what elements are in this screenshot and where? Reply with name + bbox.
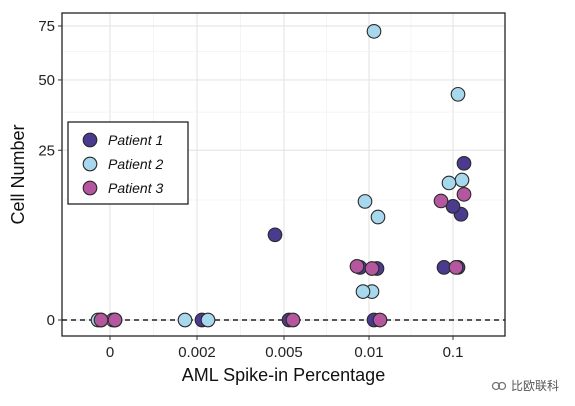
- legend-label: Patient 1: [108, 132, 163, 148]
- point-patient-3: [285, 312, 301, 328]
- legend-label: Patient 2: [108, 156, 163, 172]
- x-tick-label: 0.005: [265, 344, 303, 361]
- y-tick-label: 0: [47, 312, 55, 329]
- x-tick-label: 0.1: [443, 344, 464, 361]
- y-axis-title: Cell Number: [8, 124, 28, 224]
- legend-key: [82, 132, 98, 148]
- point-patient-3: [372, 312, 388, 328]
- point-patient-1: [445, 199, 461, 214]
- legend-label: Patient 3: [108, 180, 163, 196]
- point-patient-3: [107, 312, 123, 328]
- point-patient-3: [433, 193, 449, 209]
- legend-key: [82, 180, 98, 196]
- point-patient-2: [366, 23, 382, 39]
- y-tick-label: 50: [38, 72, 55, 89]
- point-patient-2: [200, 312, 216, 328]
- watermark-text: 比欧联科: [510, 379, 559, 393]
- point-patient-2: [355, 284, 371, 299]
- point-patient-2: [357, 194, 373, 209]
- x-tick-label: 0.002: [178, 344, 216, 361]
- point-patient-1: [267, 227, 283, 243]
- watermark-logo-icon: [491, 381, 507, 390]
- point-patient-3: [448, 260, 464, 275]
- x-tick-labels: 0 0.002 0.005 0.01 0.1: [106, 336, 464, 361]
- y-tick-label: 75: [38, 18, 55, 35]
- data-points: [90, 23, 472, 328]
- x-axis-title: AML Spike-in Percentage: [182, 365, 385, 385]
- point-patient-3: [364, 261, 380, 276]
- point-patient-2: [441, 175, 457, 191]
- point-patient-2: [177, 312, 193, 328]
- legend-key: [82, 156, 98, 172]
- watermark: 比欧联科: [491, 377, 559, 394]
- y-tick-labels: 0 25 50 75: [38, 18, 62, 329]
- point-patient-3: [349, 258, 365, 274]
- point-patient-2: [450, 86, 466, 102]
- x-tick-label: 0: [106, 344, 114, 361]
- point-patient-1: [456, 155, 472, 171]
- point-patient-2: [454, 172, 470, 188]
- y-tick-label: 25: [38, 142, 55, 159]
- legend: Patient 1 Patient 2 Patient 3: [67, 121, 189, 205]
- x-tick-label: 0.01: [354, 344, 383, 361]
- point-patient-3: [456, 186, 472, 202]
- point-patient-2: [370, 209, 386, 225]
- point-patient-3: [93, 312, 109, 328]
